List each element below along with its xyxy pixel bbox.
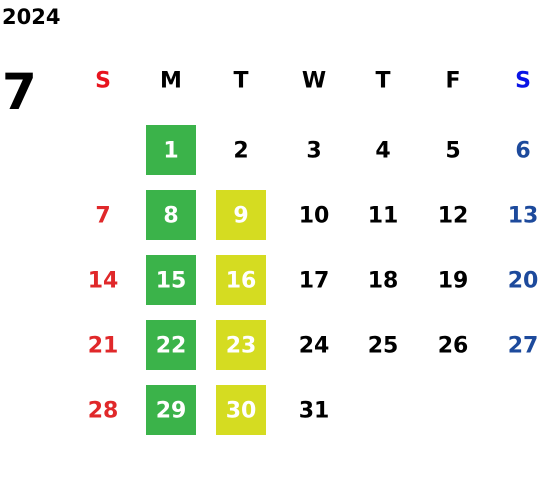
day-highlight <box>216 190 266 240</box>
day-highlight <box>146 385 196 435</box>
day-number: 14 <box>88 269 119 294</box>
day-number: 24 <box>299 334 330 359</box>
day-number: 13 <box>508 204 539 229</box>
day-highlight <box>146 190 196 240</box>
day-number: 28 <box>88 399 119 424</box>
day-number: 4 <box>375 139 390 164</box>
day-number: 1 <box>163 139 178 164</box>
day-highlight <box>216 385 266 435</box>
day-number: 22 <box>156 334 187 359</box>
day-number: 15 <box>156 269 187 294</box>
day-number: 19 <box>438 269 469 294</box>
day-number: 6 <box>515 139 530 164</box>
day-number: 18 <box>368 269 399 294</box>
day-number: 11 <box>368 204 399 229</box>
weekday-label: W <box>302 69 326 94</box>
day-number: 27 <box>508 334 539 359</box>
day-number: 12 <box>438 204 469 229</box>
weekday-label: M <box>160 69 182 94</box>
day-number: 7 <box>95 204 110 229</box>
day-number: 25 <box>368 334 399 359</box>
day-number: 8 <box>163 204 178 229</box>
weekday-label: S <box>95 69 111 94</box>
month: 7 <box>2 63 37 121</box>
year: 2024 <box>2 5 60 29</box>
day-number: 30 <box>226 399 257 424</box>
weekday-label: T <box>233 69 248 94</box>
day-number: 2 <box>233 139 248 164</box>
weekday-label: F <box>445 69 460 94</box>
day-number: 16 <box>226 269 257 294</box>
day-highlight <box>146 255 196 305</box>
day-number: 17 <box>299 269 330 294</box>
day-number: 26 <box>438 334 469 359</box>
day-highlight <box>216 255 266 305</box>
day-highlight <box>216 320 266 370</box>
day-number: 20 <box>508 269 539 294</box>
day-highlight <box>146 125 196 175</box>
day-highlight <box>146 320 196 370</box>
day-number: 5 <box>445 139 460 164</box>
day-number: 31 <box>299 399 330 424</box>
day-number: 23 <box>226 334 257 359</box>
weekday-label: S <box>515 69 531 94</box>
day-number: 9 <box>233 204 248 229</box>
day-number: 29 <box>156 399 187 424</box>
day-number: 21 <box>88 334 119 359</box>
day-number: 10 <box>299 204 330 229</box>
weekday-label: T <box>375 69 390 94</box>
day-number: 3 <box>306 139 321 164</box>
